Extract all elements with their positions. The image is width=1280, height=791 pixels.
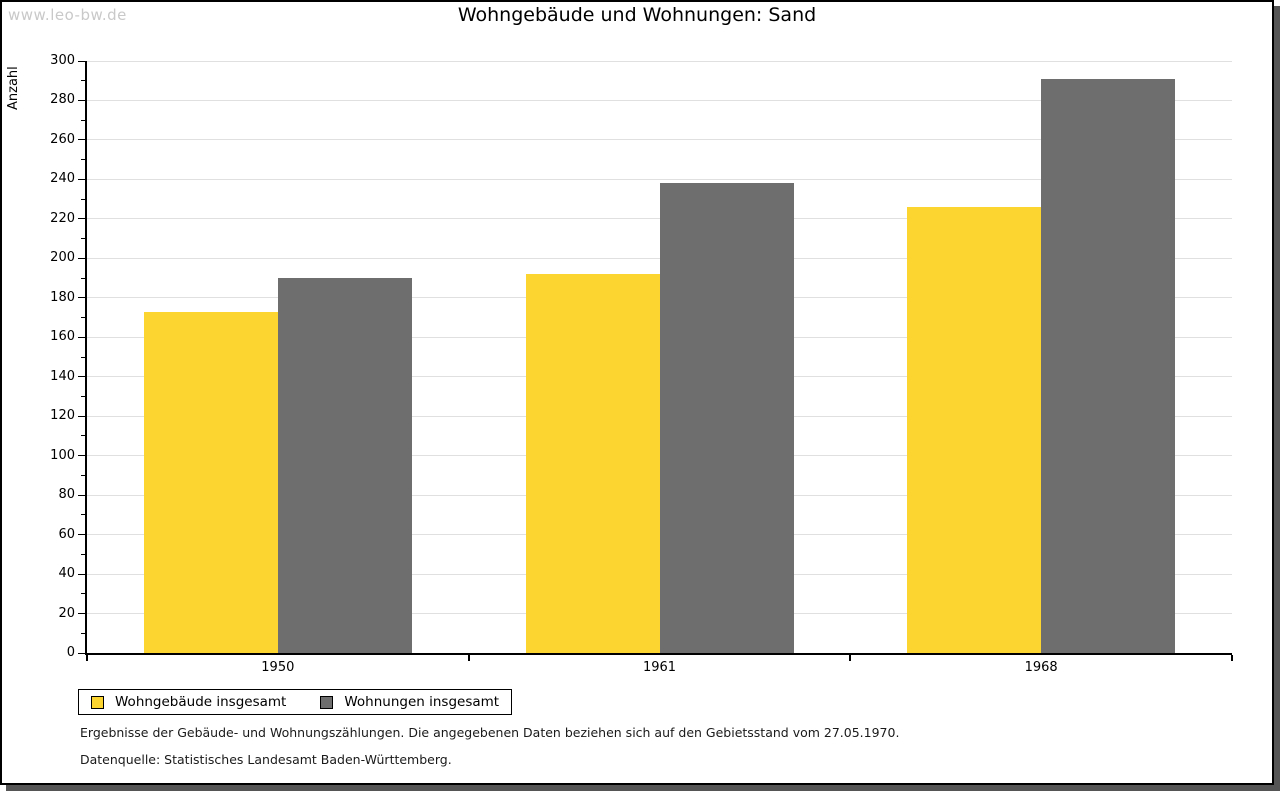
bar-1950-wohngeb-ude-insgesamt: [143, 311, 278, 653]
x-tick-3: [1231, 655, 1233, 661]
y-tick-label-0: 0: [66, 645, 75, 660]
y-tick-label-200: 200: [50, 250, 75, 266]
chart-title: Wohngebäude und Wohnungen: Sand: [457, 4, 817, 26]
bar-1968-wohnungen-insgesamt: [1041, 78, 1176, 653]
y-tick-220: [78, 218, 85, 220]
legend-item-wohnungen-insgesamt: Wohnungen insgesamt: [320, 694, 499, 710]
y-tick-110: [81, 435, 85, 437]
y-tick-20: [78, 613, 85, 615]
legend-swatch-icon: [91, 695, 104, 709]
y-tick-label-60: 60: [58, 526, 75, 542]
x-category-label-1968: 1968: [1024, 660, 1058, 675]
y-tick-90: [81, 474, 85, 476]
y-tick-70: [81, 514, 85, 516]
y-tick-30: [81, 593, 85, 595]
y-tick-170: [81, 317, 85, 319]
y-tick-label-280: 280: [50, 92, 75, 108]
y-tick-240: [78, 178, 85, 180]
y-tick-290: [81, 80, 85, 82]
y-tick-150: [81, 356, 85, 358]
y-axis-title: Anzahl: [6, 66, 21, 110]
gridline-300: [87, 60, 1232, 62]
y-tick-label-140: 140: [50, 368, 75, 384]
y-tick-label-160: 160: [50, 329, 75, 345]
y-tick-0: [78, 652, 85, 654]
x-tick-1: [467, 655, 470, 661]
y-tick-label-180: 180: [50, 289, 75, 305]
y-tick-250: [81, 159, 85, 161]
y-tick-40: [78, 573, 85, 575]
y-tick-label-40: 40: [58, 566, 75, 582]
y-tick-80: [78, 494, 85, 496]
gridline-280: [87, 99, 1232, 101]
bar-1961-wohngeb-ude-insgesamt: [525, 274, 660, 653]
footnote: Ergebnisse der Gebäude- und Wohnungszähl…: [80, 725, 900, 740]
watermark: www.leo-bw.de: [8, 6, 127, 24]
y-tick-180: [78, 297, 85, 299]
x-category-label-1961: 1961: [642, 660, 677, 675]
y-tick-50: [81, 553, 85, 555]
y-tick-60: [78, 534, 85, 536]
legend-label: Wohngebäude insgesamt: [115, 694, 287, 710]
x-category-label-1950: 1950: [261, 660, 295, 675]
y-tick-label-260: 260: [50, 131, 75, 147]
y-tick-190: [81, 277, 85, 279]
gridline-260: [87, 139, 1232, 141]
y-tick-300: [78, 60, 85, 62]
y-tick-10: [81, 632, 85, 634]
legend-label: Wohnungen insgesamt: [344, 694, 500, 710]
y-tick-label-300: 300: [50, 53, 75, 68]
y-tick-130: [81, 395, 85, 397]
y-tick-label-20: 20: [58, 605, 75, 621]
y-tick-label-120: 120: [50, 408, 75, 424]
bar-1968-wohngeb-ude-insgesamt: [907, 207, 1042, 653]
plot-area: 0 20 40 60 80 100 120 140 160 180 200 220 240 260 280 3…: [50, 54, 1233, 675]
y-tick-label-240: 240: [50, 171, 75, 187]
y-tick-230: [81, 198, 85, 200]
y-tick-label-80: 80: [58, 487, 75, 503]
y-tick-270: [81, 119, 85, 121]
legend-swatch-icon: [320, 695, 334, 709]
y-tick-140: [78, 376, 85, 378]
y-tick-210: [81, 238, 85, 240]
y-tick-260: [78, 139, 85, 141]
source-note: Datenquelle: Statistisches Landesamt Bad…: [80, 752, 452, 767]
y-tick-100: [78, 455, 85, 457]
x-tick-0: [86, 655, 88, 661]
y-tick-200: [78, 257, 85, 259]
y-tick-160: [78, 336, 85, 338]
legend: Wohngebäude insgesamt Wohnungen insgesamt: [78, 689, 513, 715]
bar-1950-wohnungen-insgesamt: [277, 278, 412, 653]
y-tick-280: [78, 99, 85, 101]
y-tick-label-220: 220: [50, 210, 75, 226]
x-tick-2: [849, 655, 852, 661]
bar-1961-wohnungen-insgesamt: [659, 183, 794, 653]
gridline-240: [87, 178, 1232, 180]
legend-item-wohngeb-ude-insgesamt: Wohngebäude insgesamt: [91, 694, 286, 710]
y-tick-120: [78, 415, 85, 417]
y-tick-label-100: 100: [50, 447, 75, 463]
